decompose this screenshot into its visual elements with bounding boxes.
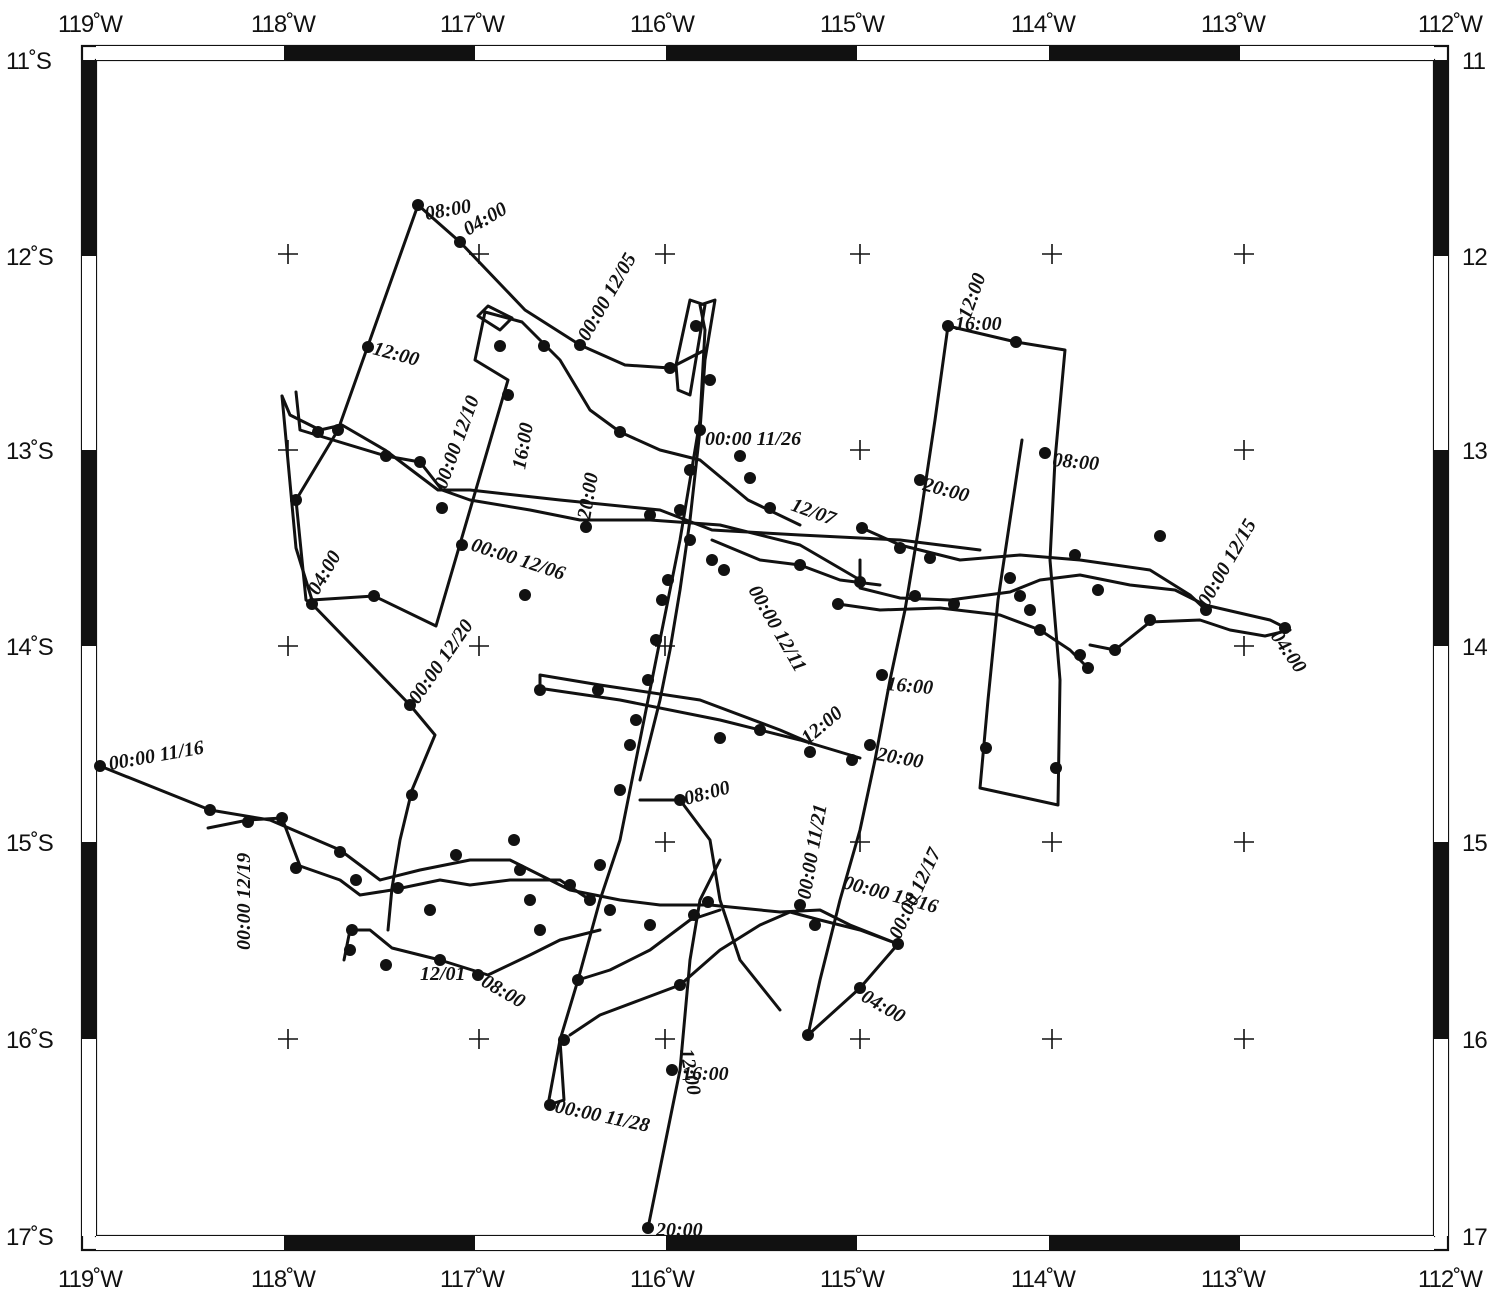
- track-label: 12:00: [371, 338, 422, 371]
- lat-tick-left: 13˚S: [6, 438, 53, 465]
- top-scale-segment: [1240, 46, 1434, 60]
- track-label: 00:00 11/16: [107, 737, 205, 775]
- lat-tick-right: 11: [1462, 48, 1486, 75]
- bottom-scale-segment: [1049, 1236, 1240, 1250]
- lat-tick-right: 13: [1462, 438, 1487, 465]
- right-scale-segment: [1434, 450, 1448, 646]
- bottom-scale-segment: [96, 1236, 284, 1250]
- track-label: 20:00: [655, 1219, 703, 1241]
- track-label: 04:00: [303, 547, 345, 598]
- lat-tick-right: 14: [1462, 634, 1487, 661]
- lon-tick-bottom: 119˚W: [58, 1266, 123, 1293]
- left-scale-segment: [82, 256, 96, 450]
- track-label: 04:00: [1266, 626, 1311, 677]
- right-scale-segment: [1434, 60, 1448, 256]
- top-scale-segment: [857, 46, 1049, 60]
- lat-tick-left: 11˚S: [6, 48, 51, 75]
- track-label: 12/07: [788, 494, 839, 531]
- top-scale-segment: [475, 46, 666, 60]
- track-label: 00:00 11/21: [793, 802, 831, 900]
- lon-tick-top: 113˚W: [1201, 11, 1266, 38]
- lat-tick-right: 15: [1462, 830, 1487, 857]
- lon-tick-top: 118˚W: [251, 11, 316, 38]
- track-label: 00:00 11/26: [705, 428, 801, 450]
- lat-tick-left: 12˚S: [6, 244, 53, 271]
- top-scale-segment: [284, 46, 475, 60]
- lon-tick-top: 115˚W: [820, 11, 885, 38]
- lat-tick-left: 15˚S: [6, 830, 53, 857]
- track-label: 16:00: [682, 1063, 729, 1085]
- lon-tick-top: 119˚W: [58, 11, 123, 38]
- lat-tick-left: 14˚S: [6, 634, 53, 661]
- top-scale-segment: [1049, 46, 1240, 60]
- track-label: 00:00 12/15: [1193, 515, 1261, 610]
- right-scale-segment: [1434, 842, 1448, 1039]
- track-label: 20:00: [874, 743, 925, 773]
- track-label: 08:00: [1052, 449, 1100, 475]
- lon-tick-bottom: 117˚W: [440, 1266, 505, 1293]
- lat-tick-left: 16˚S: [6, 1027, 53, 1054]
- track-label: 04:00: [858, 985, 909, 1027]
- track-label: 16:00: [508, 421, 538, 471]
- track-points: [94, 199, 1291, 1234]
- lon-tick-bottom: 113˚W: [1201, 1266, 1266, 1293]
- lon-tick-top: 117˚W: [440, 11, 505, 38]
- lon-tick-top: 116˚W: [630, 11, 695, 38]
- track-label: 00:00 12/11: [744, 582, 811, 676]
- lat-tick-right: 12: [1462, 244, 1487, 271]
- lon-tick-bottom: 112˚W: [1418, 1266, 1483, 1293]
- track-label: 08:00: [478, 970, 529, 1012]
- lat-tick-right: 16: [1462, 1027, 1487, 1054]
- track-label: 00:00 12/10: [430, 393, 484, 492]
- right-scale-segment: [1434, 256, 1448, 450]
- lat-tick-left: 17˚S: [6, 1224, 53, 1251]
- track-label: 20:00: [573, 471, 603, 522]
- lon-tick-bottom: 114˚W: [1011, 1266, 1076, 1293]
- bottom-scale-segment: [284, 1236, 475, 1250]
- track-label: 12:00: [797, 702, 847, 749]
- track-label: 16:00: [955, 313, 1002, 335]
- track-label: 08:00: [682, 776, 733, 809]
- grid-crosses: [278, 244, 1254, 1049]
- track-label: 16:00: [886, 673, 934, 699]
- track-label: 12/01: [420, 963, 466, 985]
- track-label: 00:00 12/19: [233, 853, 255, 950]
- bottom-scale-segment: [666, 1236, 857, 1250]
- track-label: 00:00 12/20: [404, 616, 478, 708]
- lon-tick-bottom: 115˚W: [820, 1266, 885, 1293]
- map-frame-outer: [80, 44, 1450, 1252]
- lon-tick-bottom: 116˚W: [630, 1266, 695, 1293]
- map-frame-inner: [94, 58, 1436, 1238]
- top-scale-segment: [96, 46, 284, 60]
- track-label: 00:00 12/05: [573, 249, 641, 344]
- bottom-scale-segment: [857, 1236, 1049, 1250]
- left-scale-segment: [82, 842, 96, 1039]
- left-scale-segment: [82, 60, 96, 256]
- right-scale-segment: [1434, 646, 1448, 842]
- lat-tick-right: 17: [1462, 1224, 1487, 1251]
- lon-tick-bottom: 118˚W: [251, 1266, 316, 1293]
- right-scale-segment: [1434, 1039, 1448, 1236]
- track-label: 20:00: [920, 473, 972, 507]
- left-scale-segment: [82, 1039, 96, 1236]
- left-scale-segment: [82, 646, 96, 842]
- left-scale-segment: [82, 450, 96, 646]
- bottom-scale-segment: [1240, 1236, 1434, 1250]
- lon-tick-top: 114˚W: [1011, 11, 1076, 38]
- track-label: 00:00 11/28: [553, 1095, 652, 1137]
- bottom-scale-segment: [475, 1236, 666, 1250]
- lon-tick-top: 112˚W: [1418, 11, 1483, 38]
- top-scale-segment: [666, 46, 857, 60]
- track-label: 00:00 12/06: [468, 534, 567, 585]
